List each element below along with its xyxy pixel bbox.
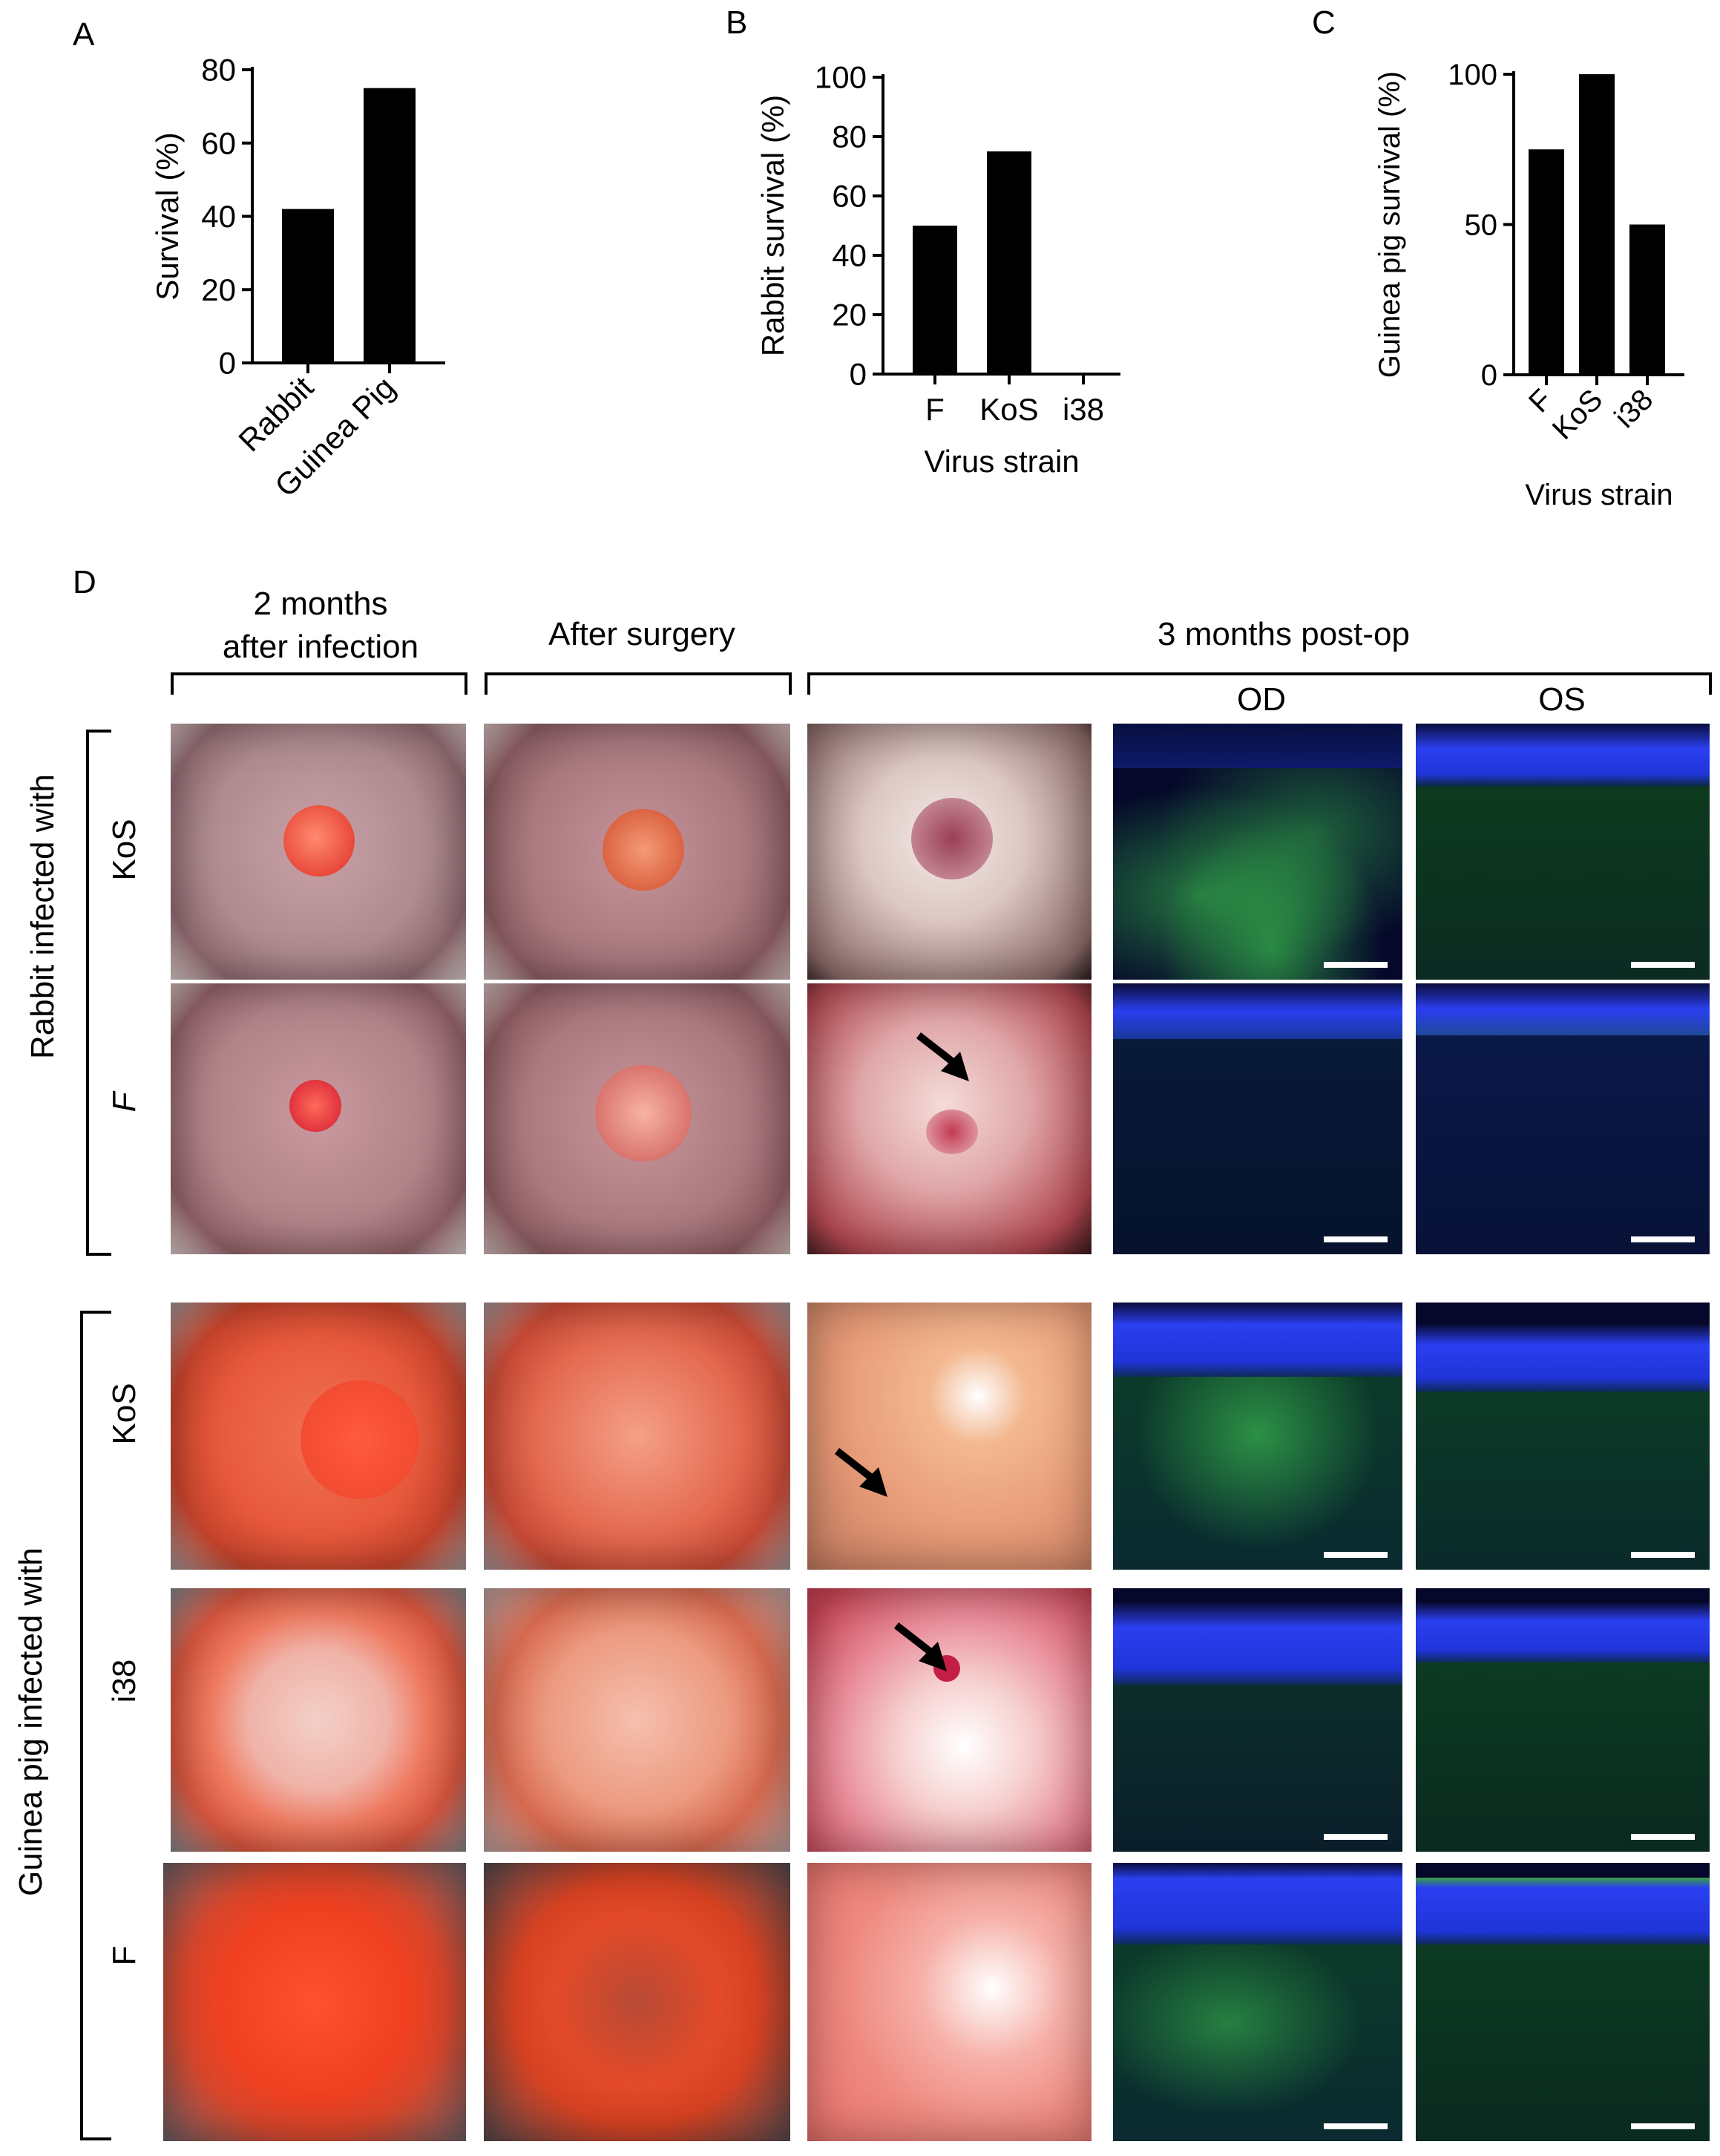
scale-bar: [1631, 1236, 1695, 1242]
bracket-col2: [485, 672, 792, 695]
row-label-gp-kos: KoS: [106, 1383, 142, 1445]
header-3-months-post-op: 3 months post-op: [1158, 616, 1410, 652]
header-os: OS: [1538, 681, 1586, 718]
scale-bar: [1324, 1236, 1388, 1242]
scale-bar: [1324, 1834, 1388, 1840]
photo-gp-i38-2mo: [171, 1588, 466, 1852]
photo-rabbit-f-2mo: [171, 983, 466, 1254]
bar-kos: [987, 151, 1031, 374]
photo-gp-f-surgery: [484, 1863, 790, 2141]
histology-gp-kos-od: [1113, 1303, 1402, 1570]
group-label-rabbit: Rabbit infected with: [24, 774, 61, 1059]
header-od: OD: [1237, 681, 1286, 718]
histology-gp-i38-od: [1113, 1588, 1402, 1852]
photo-gp-f-3mo: [807, 1863, 1092, 2141]
bracket-col3: [807, 672, 1712, 695]
histology-rabbit-f-od: [1113, 983, 1402, 1254]
x-tick-label: F: [925, 392, 945, 427]
row-label-rabbit-kos: KoS: [106, 819, 142, 881]
header-2-months-after-infection: 2 months after infection: [172, 583, 469, 669]
histology-gp-kos-os: [1416, 1303, 1710, 1570]
header-col1-line2: after infection: [222, 629, 419, 665]
x-axis-label: Virus strain: [924, 444, 1079, 479]
y-tick-label: 20: [832, 298, 867, 332]
scale-bar: [1631, 962, 1695, 968]
y-tick-label: 100: [1448, 59, 1497, 91]
x-axis-label: Virus strain: [1525, 479, 1673, 511]
scale-bar: [1324, 962, 1388, 968]
bar-rabbit: [282, 209, 334, 363]
y-axis-label: Guinea pig survival (%): [1373, 71, 1406, 379]
bracket-rabbit: [86, 730, 111, 1256]
arrow-icon: [916, 1032, 969, 1081]
histology-rabbit-kos-os: [1416, 724, 1710, 980]
photo-rabbit-kos-3mo: [807, 724, 1092, 980]
y-tick-label: 40: [201, 199, 236, 234]
header-after-surgery: After surgery: [548, 616, 735, 652]
y-tick-label: 0: [850, 357, 867, 392]
photo-rabbit-kos-surgery: [484, 724, 790, 980]
scale-bar: [1631, 1552, 1695, 1558]
y-tick-label: 0: [219, 346, 236, 381]
header-col1-line1: 2 months: [253, 586, 388, 622]
y-tick-label: 0: [1481, 359, 1497, 392]
y-tick-label: 80: [201, 53, 236, 88]
row-label-gp-f: F: [106, 1945, 142, 1966]
y-tick-label: 100: [815, 60, 867, 95]
chart-b: 0 20 40 60 80 100 F KoS i38 Rabbit survival (%) Vi…: [755, 60, 1120, 479]
arrow-icon: [834, 1448, 887, 1497]
photo-rabbit-f-surgery: [484, 983, 790, 1254]
arrow-icon: [893, 1622, 947, 1671]
histology-gp-i38-os: [1416, 1588, 1710, 1852]
panel-letter-b: B: [726, 4, 748, 41]
histology-gp-f-os: [1416, 1863, 1710, 2141]
bar-i38: [1629, 224, 1665, 375]
histology-gp-f-od: [1113, 1863, 1402, 2141]
histology-rabbit-kos-od: [1113, 724, 1402, 980]
scale-bar: [1324, 2123, 1388, 2129]
photo-gp-f-2mo: [163, 1863, 466, 2141]
y-axis-label: Survival (%): [150, 132, 185, 300]
scale-bar: [1631, 2123, 1695, 2129]
y-axis-label: Rabbit survival (%): [755, 95, 790, 356]
panel-letter-a: A: [73, 16, 95, 53]
photo-rabbit-kos-2mo: [171, 724, 466, 980]
y-tick-label: 80: [832, 119, 867, 154]
panel-letter-c: C: [1312, 4, 1336, 41]
photo-gp-i38-surgery: [484, 1588, 790, 1852]
y-tick-label: 50: [1465, 209, 1498, 242]
photo-rabbit-f-3mo: [807, 983, 1092, 1254]
scale-bar: [1324, 1552, 1388, 1558]
histology-rabbit-f-os: [1416, 983, 1710, 1254]
y-tick-label: 40: [832, 238, 867, 273]
bar-guinea-pig: [364, 88, 416, 363]
group-label-guinea-pig: Guinea pig infected with: [13, 1547, 49, 1896]
bar-f: [1529, 149, 1564, 375]
photo-gp-kos-2mo: [171, 1303, 466, 1570]
x-tick-label: KoS: [979, 392, 1038, 427]
photo-gp-kos-surgery: [484, 1303, 790, 1570]
row-label-gp-i38: i38: [106, 1659, 142, 1703]
y-tick-label: 60: [201, 125, 236, 160]
y-tick-label: 20: [201, 272, 236, 307]
panel-letter-d: D: [73, 564, 96, 600]
bar-kos: [1579, 74, 1615, 375]
bracket-guinea-pig: [80, 1311, 111, 2140]
photo-gp-kos-3mo: [807, 1303, 1092, 1570]
row-label-rabbit-f: F: [106, 1092, 142, 1113]
x-tick-label: i38: [1063, 392, 1104, 427]
bracket-col1: [171, 672, 467, 695]
bar-f: [913, 226, 957, 374]
y-tick-label: 60: [832, 179, 867, 214]
scale-bar: [1631, 1834, 1695, 1840]
photo-gp-i38-3mo: [807, 1588, 1092, 1852]
